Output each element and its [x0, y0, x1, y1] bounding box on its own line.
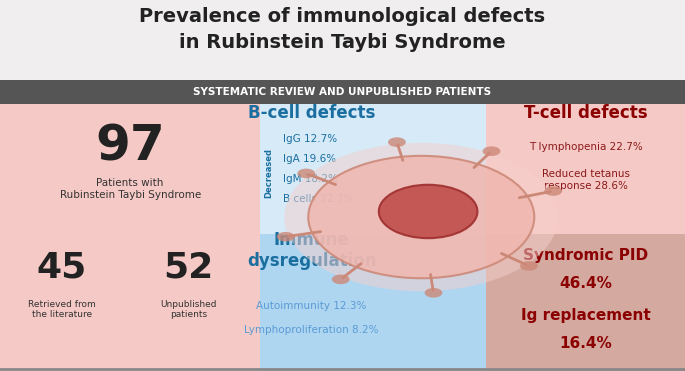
Circle shape — [520, 261, 538, 271]
Text: IgM 18.2%: IgM 18.2% — [283, 174, 338, 184]
Text: 52: 52 — [163, 250, 214, 284]
Text: Unpublished
patients: Unpublished patients — [160, 300, 216, 319]
FancyBboxPatch shape — [0, 104, 260, 371]
Text: IgG 12.7%: IgG 12.7% — [283, 134, 337, 144]
Text: B-cell defects: B-cell defects — [248, 104, 375, 122]
Text: Ig replacement: Ig replacement — [521, 308, 651, 323]
Text: Syndromic PID: Syndromic PID — [523, 249, 648, 263]
Circle shape — [284, 143, 558, 291]
Circle shape — [297, 168, 315, 178]
Text: Immune
dysregulation: Immune dysregulation — [247, 231, 377, 270]
Text: Retrieved from
the literature: Retrieved from the literature — [28, 300, 95, 319]
Text: Decreased: Decreased — [264, 148, 274, 197]
FancyBboxPatch shape — [486, 104, 685, 234]
Circle shape — [332, 275, 349, 284]
Text: T-cell defects: T-cell defects — [524, 104, 647, 122]
Text: SYSTEMATIC REVIEW AND UNPUBLISHED PATIENTS: SYSTEMATIC REVIEW AND UNPUBLISHED PATIEN… — [193, 87, 492, 97]
Text: Reduced tetanus
response 28.6%: Reduced tetanus response 28.6% — [542, 169, 630, 191]
Circle shape — [379, 185, 477, 238]
Circle shape — [482, 146, 500, 156]
Circle shape — [425, 288, 443, 298]
Circle shape — [388, 137, 406, 147]
FancyBboxPatch shape — [0, 80, 685, 104]
Text: Patients with
Rubinstein Taybi Syndrome: Patients with Rubinstein Taybi Syndrome — [60, 178, 201, 200]
Text: T lymphopenia 22.7%: T lymphopenia 22.7% — [529, 142, 643, 151]
FancyBboxPatch shape — [0, 0, 685, 82]
FancyBboxPatch shape — [260, 234, 486, 371]
Text: 97: 97 — [95, 122, 165, 171]
Text: IgA 19.6%: IgA 19.6% — [283, 154, 336, 164]
Circle shape — [308, 156, 534, 278]
Text: 16.4%: 16.4% — [559, 336, 612, 351]
Text: Lymphoproliferation 8.2%: Lymphoproliferation 8.2% — [245, 325, 379, 335]
Circle shape — [545, 186, 562, 196]
Text: 46.4%: 46.4% — [559, 276, 612, 291]
Text: Autoimmunity 12.3%: Autoimmunity 12.3% — [256, 301, 367, 311]
Text: B cells 22.7%: B cells 22.7% — [283, 194, 353, 204]
Text: Prevalence of immunological defects: Prevalence of immunological defects — [140, 7, 545, 26]
FancyBboxPatch shape — [260, 104, 486, 234]
Text: 45: 45 — [36, 250, 87, 284]
Text: in Rubinstein Taybi Syndrome: in Rubinstein Taybi Syndrome — [179, 33, 506, 52]
FancyBboxPatch shape — [486, 234, 685, 371]
Circle shape — [277, 232, 295, 242]
